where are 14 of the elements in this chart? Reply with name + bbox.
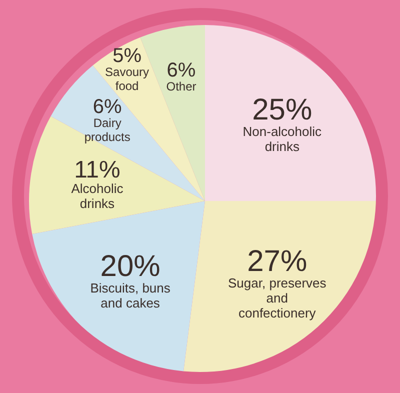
slice-label: Alcoholic drinks	[71, 180, 124, 211]
data-label: 27%	[247, 244, 308, 278]
slice-label: Biscuits, buns and cakes	[90, 280, 171, 311]
data-label: 20%	[100, 250, 160, 284]
data-label: 6%	[166, 60, 196, 82]
data-label: 25%	[252, 93, 312, 126]
slice-label: Non-alcoholic drinks	[242, 124, 322, 154]
slice-label: Other	[166, 80, 196, 94]
slice-label: Dairy products	[84, 116, 130, 144]
slice-label: Sugar, preserves and confectionery	[228, 275, 327, 320]
slice-label: Savoury food	[105, 65, 150, 94]
data-label: 5%	[112, 45, 142, 68]
data-label: 11%	[74, 156, 120, 184]
data-label: 6%	[92, 96, 122, 118]
